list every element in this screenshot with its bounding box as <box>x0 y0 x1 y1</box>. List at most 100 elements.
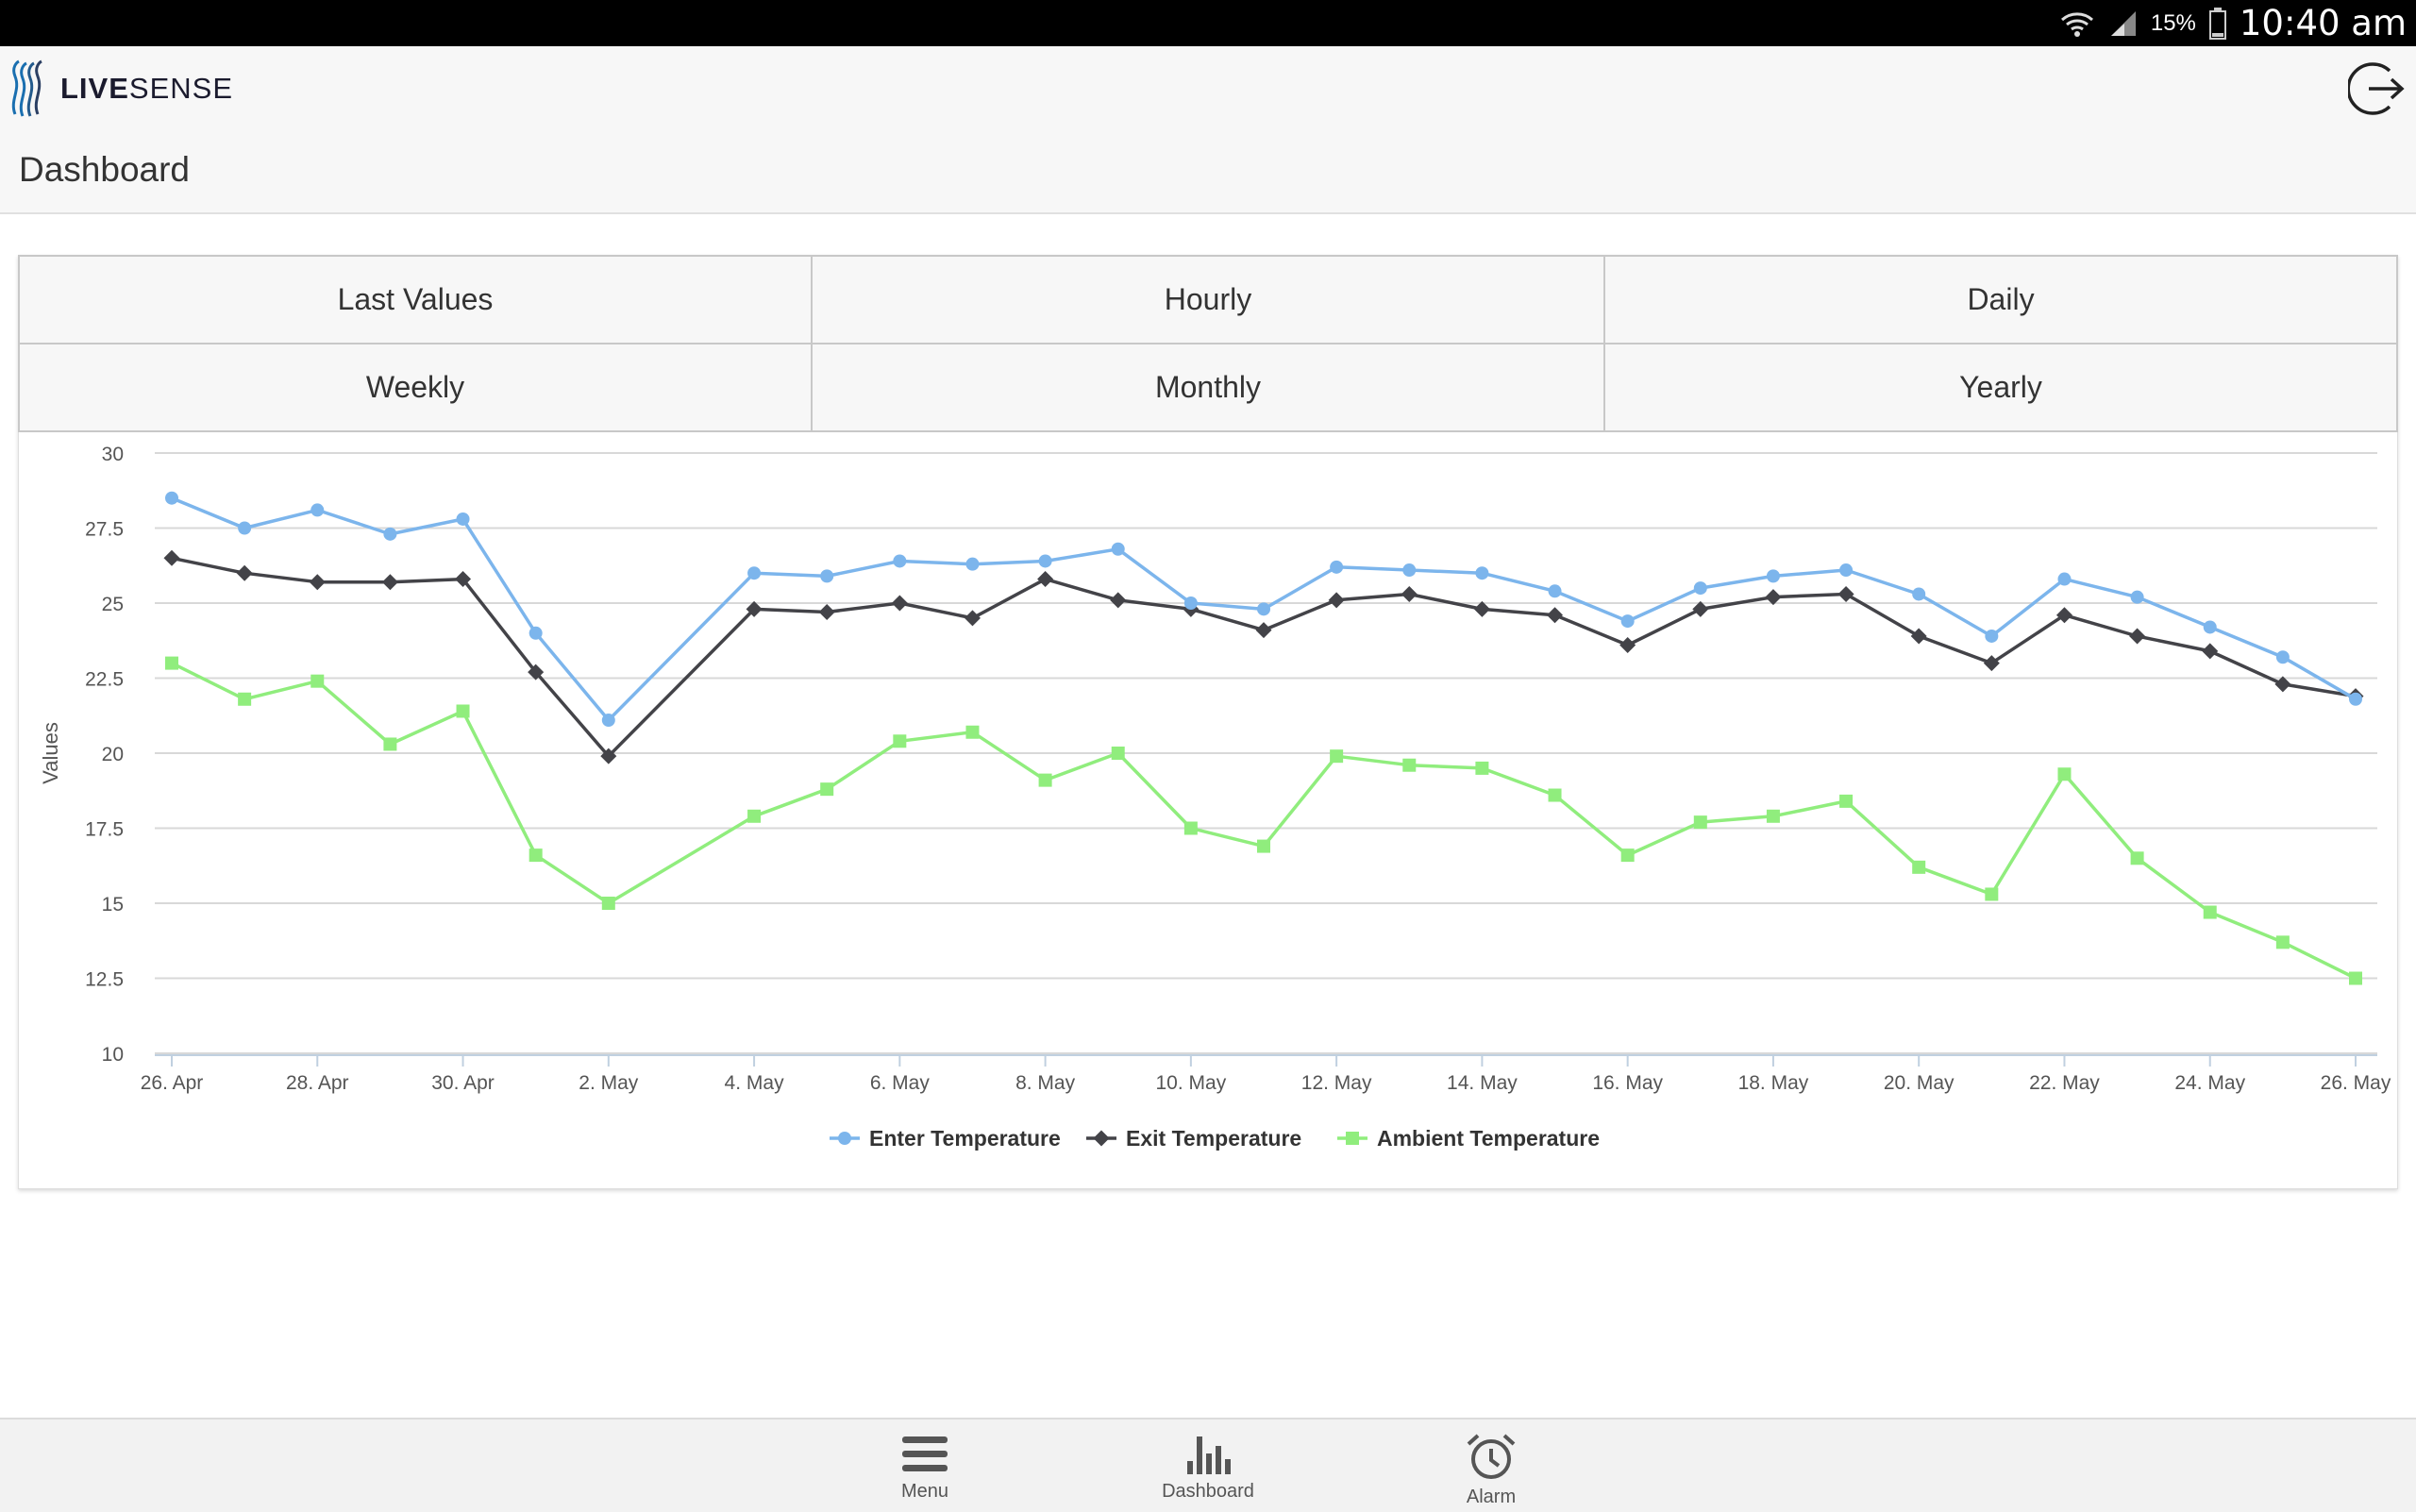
ambient-temperature-point <box>1475 761 1489 775</box>
y-tick-label: 15 <box>102 894 124 916</box>
legend-exit-temperature-marker <box>1093 1130 1110 1147</box>
enter-temperature-point <box>1620 614 1635 629</box>
enter-temperature-point <box>1257 602 1270 616</box>
exit-temperature-point <box>1692 600 1709 617</box>
enter-temperature-point <box>238 521 252 535</box>
y-tick-label: 20 <box>102 744 124 765</box>
exit-temperature-point <box>1110 592 1127 609</box>
exit-temperature-point <box>1910 628 1927 645</box>
x-tick-label: 6. May <box>870 1072 931 1094</box>
exit-temperature-point <box>600 748 617 764</box>
enter-temperature-point <box>1330 560 1344 574</box>
enter-temperature-point <box>893 554 907 568</box>
y-axis-label: Values <box>39 722 62 784</box>
exit-temperature-point <box>1473 600 1490 617</box>
tab-weekly[interactable]: Weekly <box>18 343 813 432</box>
exit-temperature-point <box>1983 655 2000 672</box>
legend-exit-temperature-label: Exit Temperature <box>1126 1126 1301 1151</box>
legend-ambient-temperature-label: Ambient Temperature <box>1377 1126 1600 1151</box>
exit-temperature-point <box>1547 607 1564 624</box>
ambient-temperature-line <box>171 662 2357 981</box>
exit-temperature-point <box>2274 676 2291 693</box>
x-tick-label: 26. Apr <box>141 1072 204 1094</box>
tab-last-values[interactable]: Last Values <box>18 255 813 344</box>
page-title: Dashboard <box>19 150 191 189</box>
enter-temperature-point <box>2057 572 2072 586</box>
x-tick-label: 2. May <box>579 1072 639 1094</box>
legend-enter-temperature-label: Enter Temperature <box>869 1126 1061 1151</box>
temperature-chart: 10 12.5 15 17.5 20 22.5 25 27.5 30 Values 26. Apr 2… <box>39 444 2391 1151</box>
exit-temperature-point <box>1837 585 1854 602</box>
y-tick-label: 12.5 <box>85 969 124 991</box>
ambient-temperature-point <box>1912 860 1926 874</box>
bar-chart-icon <box>1187 1436 1231 1474</box>
ambient-temperature-point <box>2203 905 2217 919</box>
exit-temperature-point <box>381 574 398 591</box>
ambient-temperature-point <box>965 725 980 739</box>
enter-temperature-point <box>1912 587 1926 601</box>
nav-alarm-label: Alarm <box>1466 1487 1517 1507</box>
battery-icon <box>2208 7 2226 40</box>
enter-temperature-point <box>2130 590 2144 604</box>
x-tick-label: 20. May <box>1884 1072 1955 1094</box>
enter-temperature-point <box>383 527 397 541</box>
ambient-temperature-point <box>1766 809 1780 823</box>
logout-button[interactable] <box>2348 59 2407 118</box>
enter-temperature-point <box>1038 554 1052 568</box>
battery-percent: 15% <box>2150 9 2196 36</box>
status-icons: 15% 10:40 am <box>2058 0 2407 46</box>
bottom-nav: Menu Dashboard Alarm <box>0 1418 2416 1512</box>
tab-hourly[interactable]: Hourly <box>811 255 1605 344</box>
enter-temperature-line <box>171 496 2357 722</box>
nav-alarm[interactable]: Alarm <box>1416 1433 1567 1508</box>
legend-enter-temperature-marker <box>838 1132 851 1145</box>
exit-temperature-point <box>163 549 180 566</box>
enter-temperature-point <box>1766 569 1780 583</box>
logo-text-light: SENSE <box>128 72 234 105</box>
ambient-temperature-point <box>747 809 762 823</box>
y-tick-label: 10 <box>102 1044 124 1066</box>
ambient-temperature-point <box>1548 788 1562 802</box>
enter-temperature-point <box>965 557 980 571</box>
ambient-temperature-point <box>310 674 325 688</box>
wifi-icon <box>2060 11 2093 37</box>
nav-dashboard[interactable]: Dashboard <box>1132 1433 1284 1503</box>
ambient-temperature-point <box>1038 773 1052 787</box>
enter-temperature-point <box>2275 650 2290 664</box>
enter-temperature-point <box>165 491 178 505</box>
exit-temperature-point <box>2129 628 2146 645</box>
enter-temperature-point <box>1985 629 1999 643</box>
ambient-temperature-point <box>1257 839 1270 853</box>
enter-temperature-point <box>1548 584 1562 598</box>
ambient-temperature-point <box>1693 815 1707 830</box>
y-tick-label: 22.5 <box>85 669 124 691</box>
nav-dashboard-label: Dashboard <box>1162 1481 1254 1502</box>
ambient-temperature-point <box>1985 887 1999 901</box>
x-tick-label: 18. May <box>1738 1072 1809 1094</box>
ambient-temperature-point <box>165 656 178 670</box>
exit-temperature-point <box>891 595 908 612</box>
tab-yearly[interactable]: Yearly <box>1603 343 2398 432</box>
y-tick-label: 30 <box>102 444 124 465</box>
tab-monthly[interactable]: Monthly <box>811 343 1605 432</box>
ambient-temperature-point <box>2057 767 2072 781</box>
period-tabs: Last Values Hourly Daily Weekly Monthly … <box>18 255 2398 432</box>
ambient-temperature-point <box>601 897 615 910</box>
nav-menu[interactable]: Menu <box>849 1433 1000 1503</box>
ambient-temperature-point <box>1183 821 1198 835</box>
enter-temperature-point <box>1111 542 1125 556</box>
clock: 10:40 am <box>2239 3 2407 43</box>
x-tick-label: 24. May <box>2174 1072 2245 1094</box>
x-tick-label: 22. May <box>2029 1072 2100 1094</box>
ambient-temperature-point <box>2349 971 2362 985</box>
tab-daily[interactable]: Daily <box>1603 255 2398 344</box>
ambient-temperature-point <box>1839 794 1854 808</box>
exit-temperature-point <box>1619 637 1636 654</box>
enter-temperature-point <box>1402 563 1417 578</box>
exit-temperature-point <box>2202 643 2219 660</box>
x-tick-label: 12. May <box>1301 1072 1372 1094</box>
x-tick-label: 16. May <box>1592 1072 1663 1094</box>
ambient-temperature-point <box>1402 758 1417 772</box>
exit-temperature-point <box>236 564 253 581</box>
x-tick-label: 10. May <box>1156 1072 1227 1094</box>
